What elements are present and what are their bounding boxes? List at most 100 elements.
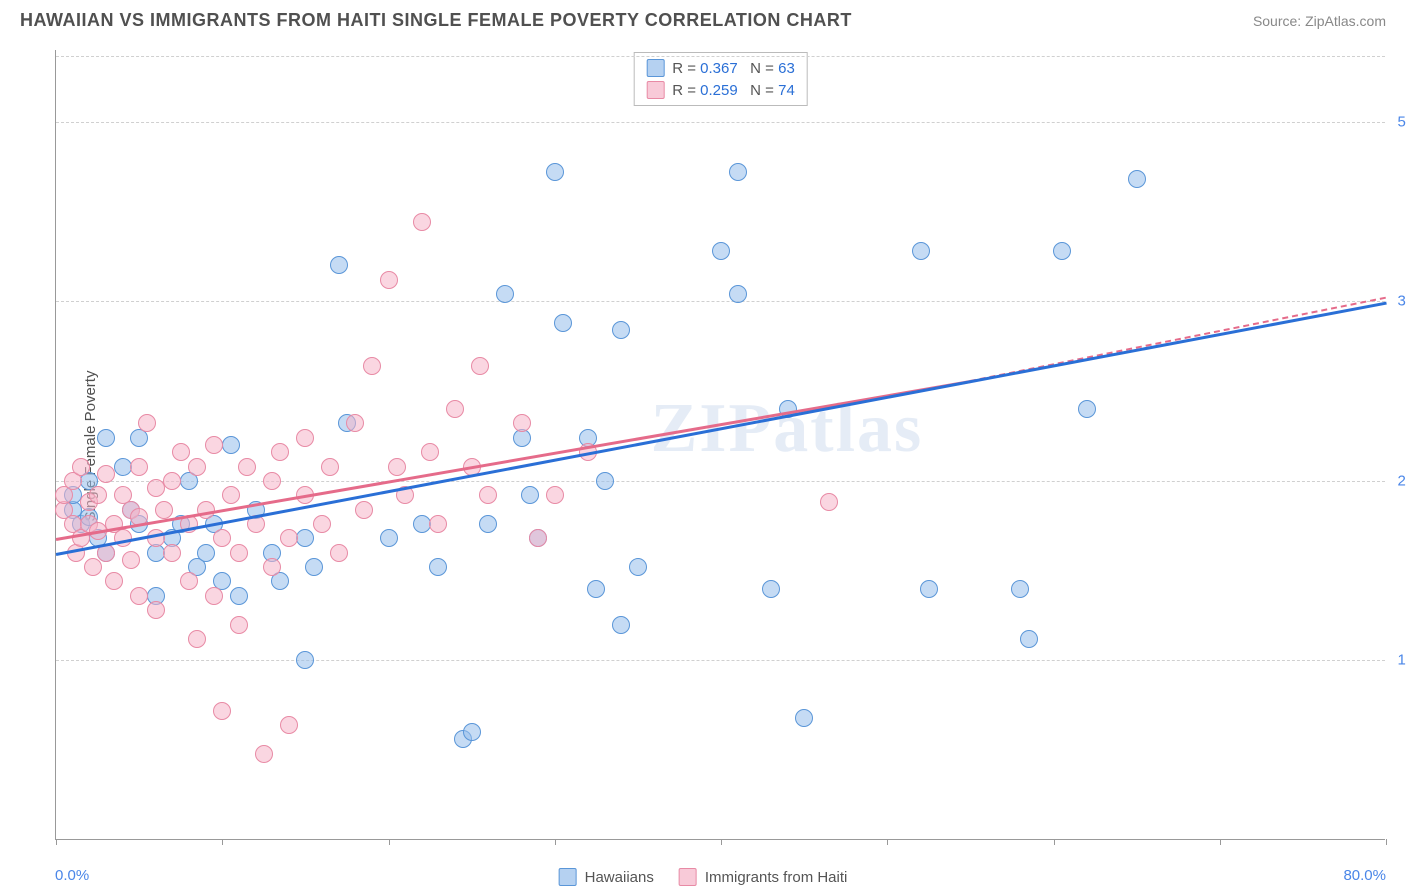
data-point [330, 544, 348, 562]
data-point [330, 256, 348, 274]
data-point [446, 400, 464, 418]
data-point [820, 493, 838, 511]
data-point [1011, 580, 1029, 598]
legend-item: Hawaiians [559, 868, 654, 886]
data-point [1128, 170, 1146, 188]
data-point [271, 443, 289, 461]
series-legend: Hawaiians Immigrants from Haiti [559, 868, 848, 886]
legend-swatch [679, 868, 697, 886]
data-point [163, 544, 181, 562]
legend-item: Immigrants from Haiti [679, 868, 848, 886]
data-point [296, 429, 314, 447]
data-point [554, 314, 572, 332]
data-point [230, 616, 248, 634]
data-point [305, 558, 323, 576]
data-point [138, 414, 156, 432]
data-point [296, 529, 314, 547]
data-point [155, 501, 173, 519]
data-point [147, 601, 165, 619]
x-tick [56, 839, 57, 845]
data-point [197, 544, 215, 562]
legend-label: Immigrants from Haiti [705, 869, 848, 886]
data-point [1053, 242, 1071, 260]
data-point [313, 515, 331, 533]
data-point [238, 458, 256, 476]
data-point [612, 321, 630, 339]
data-point [263, 558, 281, 576]
legend-swatch [646, 81, 664, 99]
y-tick-label: 25.0% [1390, 472, 1406, 489]
scatter-chart: ZIPatlas R = 0.367 N = 63 R = 0.259 N = … [55, 50, 1385, 840]
data-point [346, 414, 364, 432]
data-point [762, 580, 780, 598]
data-point [255, 745, 273, 763]
data-point [280, 529, 298, 547]
data-point [296, 651, 314, 669]
x-tick [1220, 839, 1221, 845]
chart-title: HAWAIIAN VS IMMIGRANTS FROM HAITI SINGLE… [20, 10, 852, 31]
data-point [629, 558, 647, 576]
data-point [463, 723, 481, 741]
data-point [72, 458, 90, 476]
data-point [479, 486, 497, 504]
data-point [222, 436, 240, 454]
data-point [471, 357, 489, 375]
legend-swatch [646, 59, 664, 77]
data-point [421, 443, 439, 461]
data-point [84, 558, 102, 576]
legend-stats: R = 0.367 N = 63 [672, 60, 795, 77]
x-tick [1054, 839, 1055, 845]
data-point [380, 529, 398, 547]
data-point [105, 572, 123, 590]
legend-row: R = 0.259 N = 74 [646, 79, 795, 101]
data-point [163, 472, 181, 490]
data-point [180, 572, 198, 590]
data-point [263, 472, 281, 490]
gridline [56, 122, 1385, 123]
gridline [56, 301, 1385, 302]
data-point [429, 558, 447, 576]
x-tick [555, 839, 556, 845]
data-point [122, 551, 140, 569]
data-point [188, 630, 206, 648]
legend-label: Hawaiians [585, 869, 654, 886]
data-point [222, 486, 240, 504]
data-point [280, 716, 298, 734]
data-point [130, 458, 148, 476]
data-point [321, 458, 339, 476]
data-point [920, 580, 938, 598]
data-point [712, 242, 730, 260]
data-point [795, 709, 813, 727]
data-point [413, 515, 431, 533]
x-tick [222, 839, 223, 845]
trend-line [56, 301, 1386, 555]
gridline [56, 56, 1385, 57]
x-tick [1386, 839, 1387, 845]
x-axis-max-label: 80.0% [1343, 867, 1386, 884]
data-point [413, 213, 431, 231]
correlation-legend: R = 0.367 N = 63 R = 0.259 N = 74 [633, 52, 808, 106]
data-point [197, 501, 215, 519]
source-label: Source: ZipAtlas.com [1253, 13, 1386, 29]
data-point [188, 458, 206, 476]
data-point [130, 587, 148, 605]
legend-stats: R = 0.259 N = 74 [672, 82, 795, 99]
data-point [230, 544, 248, 562]
x-tick [389, 839, 390, 845]
data-point [529, 529, 547, 547]
x-axis-min-label: 0.0% [55, 867, 89, 884]
data-point [546, 163, 564, 181]
data-point [388, 458, 406, 476]
x-tick [721, 839, 722, 845]
data-point [587, 580, 605, 598]
data-point [596, 472, 614, 490]
data-point [205, 436, 223, 454]
data-point [513, 414, 531, 432]
data-point [147, 479, 165, 497]
data-point [521, 486, 539, 504]
data-point [429, 515, 447, 533]
y-tick-label: 50.0% [1390, 113, 1406, 130]
legend-row: R = 0.367 N = 63 [646, 57, 795, 79]
x-tick [887, 839, 888, 845]
data-point [380, 271, 398, 289]
